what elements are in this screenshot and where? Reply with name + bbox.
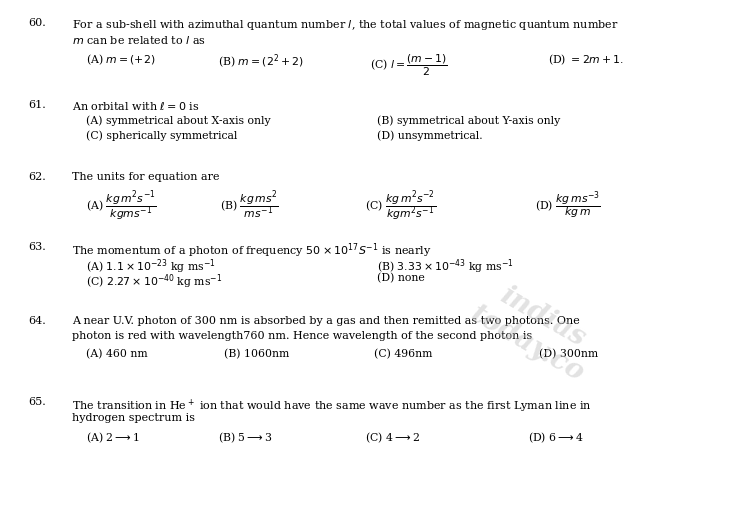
Text: (C) 4$\longrightarrow$2: (C) 4$\longrightarrow$2	[365, 431, 420, 445]
Text: (D) unsymmetrical.: (D) unsymmetrical.	[377, 131, 483, 141]
Text: 61.: 61.	[28, 100, 45, 110]
Text: (C) $2.27 \times 10^{-40}$ kg ms$^{-1}$: (C) $2.27 \times 10^{-40}$ kg ms$^{-1}$	[86, 272, 223, 291]
Text: (C) $\dfrac{kg\,m^2s^{-2}}{kgm^2s^{-1}}$: (C) $\dfrac{kg\,m^2s^{-2}}{kgm^2s^{-1}}$	[365, 189, 436, 223]
Text: (D) 6$\longrightarrow$4: (D) 6$\longrightarrow$4	[528, 431, 583, 445]
Text: (B) 1060nm: (B) 1060nm	[224, 349, 289, 359]
Text: (A) $\dfrac{kg\,m^2s^{-1}}{kgms^{-1}}$: (A) $\dfrac{kg\,m^2s^{-1}}{kgms^{-1}}$	[86, 189, 157, 223]
Text: photon is red with wavelength760 nm. Hence wavelength of the second photon is: photon is red with wavelength760 nm. Hen…	[72, 331, 532, 341]
Text: (B) $3.33 \times 10^{-43}$ kg ms$^{-1}$: (B) $3.33 \times 10^{-43}$ kg ms$^{-1}$	[377, 257, 515, 276]
Text: (D) $\dfrac{kg\,ms^{-3}}{kg\,m}$: (D) $\dfrac{kg\,ms^{-3}}{kg\,m}$	[535, 189, 601, 221]
Text: (D) 300nm: (D) 300nm	[539, 349, 598, 359]
Text: (C) $l = \dfrac{(m-1)}{2}$: (C) $l = \dfrac{(m-1)}{2}$	[370, 52, 448, 78]
Text: $m$ can be related to $l$ as: $m$ can be related to $l$ as	[72, 34, 206, 46]
Text: 65.: 65.	[28, 397, 45, 407]
Text: The units for equation are: The units for equation are	[72, 172, 219, 182]
Text: The momentum of a photon of frequency $50 \times 10^{17}S^{-1}$ is nearly: The momentum of a photon of frequency $5…	[72, 242, 432, 260]
Text: An orbital with $\ell=0$ is: An orbital with $\ell=0$ is	[72, 100, 199, 112]
Text: (A) 460 nm: (A) 460 nm	[86, 349, 148, 359]
Text: indias
today.co: indias today.co	[465, 274, 605, 387]
Text: hydrogen spectrum is: hydrogen spectrum is	[72, 413, 195, 423]
Text: (A) $m =( +2)$: (A) $m =( +2)$	[86, 52, 156, 67]
Text: The transition in He$^+$ ion that would have the same wave number as the first L: The transition in He$^+$ ion that would …	[72, 397, 592, 415]
Text: 64.: 64.	[28, 316, 45, 326]
Text: (A) symmetrical about X-axis only: (A) symmetrical about X-axis only	[86, 116, 271, 126]
Text: 60.: 60.	[28, 18, 45, 28]
Text: (B) symmetrical about Y-axis only: (B) symmetrical about Y-axis only	[377, 116, 561, 126]
Text: 62.: 62.	[28, 172, 45, 182]
Text: (B) $m =(2^2 + 2)$: (B) $m =(2^2 + 2)$	[218, 52, 304, 70]
Text: (A) $1.1 \times 10^{-23}$ kg ms$^{-1}$: (A) $1.1 \times 10^{-23}$ kg ms$^{-1}$	[86, 257, 216, 276]
Text: (B) 5$\longrightarrow$3: (B) 5$\longrightarrow$3	[218, 431, 273, 445]
Text: (A) 2$\longrightarrow$1: (A) 2$\longrightarrow$1	[86, 431, 141, 445]
Text: A near U.V. photon of 300 nm is absorbed by a gas and then remitted as two photo: A near U.V. photon of 300 nm is absorbed…	[72, 316, 580, 326]
Text: For a sub-shell with azimuthal quantum number $l$, the total values of magnetic : For a sub-shell with azimuthal quantum n…	[72, 18, 619, 33]
Text: (B) $\dfrac{kg\,ms^2}{ms^{-1}}$: (B) $\dfrac{kg\,ms^2}{ms^{-1}}$	[220, 189, 279, 220]
Text: (D) none: (D) none	[377, 272, 425, 283]
Text: (D) $=2m+1.$: (D) $=2m+1.$	[548, 52, 624, 67]
Text: (C) spherically symmetrical: (C) spherically symmetrical	[86, 131, 238, 141]
Text: (C) 496nm: (C) 496nm	[374, 349, 432, 359]
Text: 63.: 63.	[28, 242, 45, 251]
